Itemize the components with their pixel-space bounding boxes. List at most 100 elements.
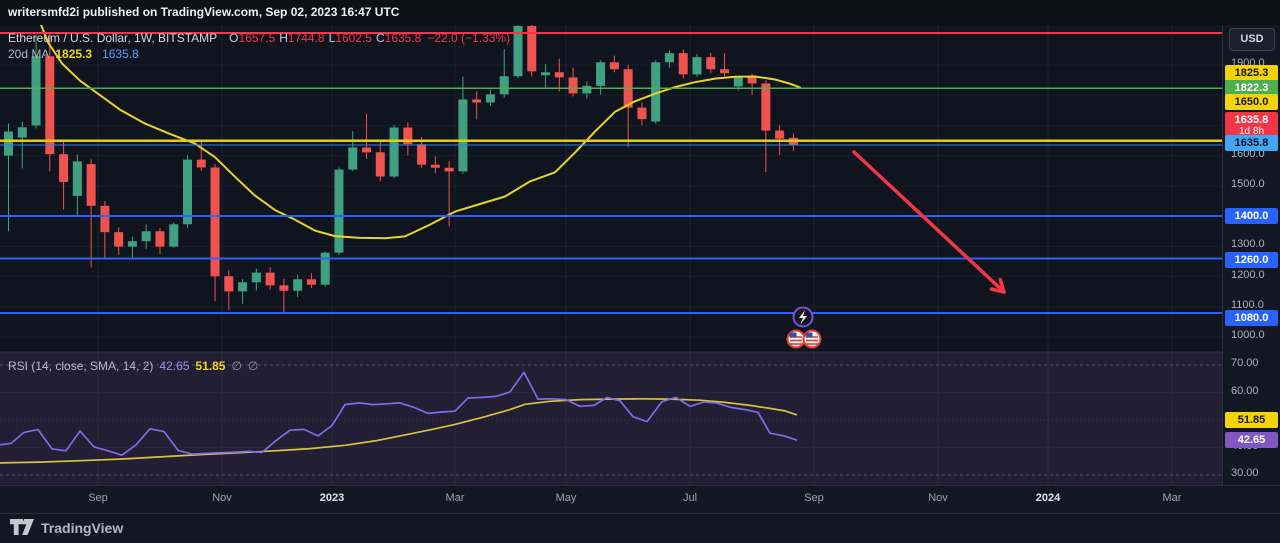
candle-body (348, 147, 358, 170)
candle-body (279, 285, 289, 291)
price-badge: 1080.0 (1225, 310, 1278, 326)
currency-button[interactable]: USD (1229, 28, 1275, 51)
candle-body (706, 57, 716, 70)
candle-body (72, 161, 82, 196)
price-tick-label: 1100.0 (1231, 299, 1264, 311)
flag-canton (789, 332, 797, 338)
price-axis[interactable]: USD 1900.0 1600.0 1500.0 1300.0 1200.0 1100.0… (1222, 25, 1280, 513)
rsi-value: 42.65 (159, 359, 190, 373)
candle-body (59, 154, 69, 182)
rsi-tick-label: 70.00 (1231, 357, 1259, 369)
candle-body (568, 77, 578, 94)
tradingview-logo-link[interactable]: TradingView (10, 519, 123, 536)
snapshot-header: writersmfd2i published on TradingView.co… (0, 0, 1280, 25)
red-arrow-head (998, 277, 1006, 294)
candle-body (485, 94, 495, 103)
time-tick-label: Mar (445, 492, 465, 504)
candle-body (458, 99, 468, 172)
symbol-title[interactable]: Ethereum / U.S. Dollar, 1W, BITSTAMP (8, 31, 218, 45)
open-value: 1657.5 (238, 31, 276, 45)
candle-body (293, 279, 303, 291)
change-value: −22.0 (−1.33%) (427, 31, 511, 45)
low-value: 1602.5 (335, 31, 372, 45)
price-badge: 1825.3 (1225, 65, 1278, 81)
candle-body (100, 205, 110, 233)
candle-body (582, 85, 592, 94)
candle-body (4, 131, 13, 156)
time-tick-label: Nov (928, 492, 948, 504)
close-label: C (375, 31, 385, 45)
candle-body (747, 76, 757, 84)
candle-body (114, 232, 124, 247)
candle-body (251, 272, 261, 283)
candle-body (375, 152, 385, 177)
candle-body (733, 76, 743, 87)
candle-body (169, 224, 179, 247)
price-tick-label: 1200.0 (1231, 269, 1265, 281)
time-tick-label: Sep (804, 492, 824, 504)
price-badge: 1260.0 (1225, 252, 1278, 268)
open-label: O (229, 31, 239, 45)
low-label: L (328, 31, 336, 45)
price-badge: 1635.8 (1225, 135, 1278, 151)
candle-body (720, 69, 730, 74)
candle-body (761, 83, 771, 131)
ma-second-value: 1635.8 (102, 47, 139, 61)
rsi-ma-value: 51.85 (195, 359, 226, 373)
time-tick-label: May (555, 492, 577, 504)
candle-body (417, 144, 427, 165)
countdown-text: 1d 8h (1238, 126, 1265, 137)
candle-body (692, 57, 702, 75)
price-tick-label: 1300.0 (1231, 238, 1265, 250)
time-tick-label: Mar (1162, 492, 1182, 504)
rsi-tick-label: 60.00 (1231, 385, 1259, 397)
lightning-bolt-glyph (799, 310, 807, 325)
candle-body (31, 56, 41, 126)
candle-body (472, 99, 482, 103)
rsi-line (0, 371, 798, 457)
candle-body (513, 26, 523, 77)
red-arrow (852, 150, 1006, 294)
rsi-band-value-1: ∅ (231, 359, 242, 373)
time-axis[interactable]: Sep Nov 2023 Mar May Jul Sep Nov 2024 Mar (0, 485, 1280, 513)
candle-body (389, 127, 399, 177)
candle-body (609, 62, 619, 70)
candle-body (430, 164, 440, 168)
candle-body (320, 252, 330, 285)
candle-body (499, 76, 509, 95)
price-tick-label: 1500.0 (1231, 178, 1265, 190)
red-arrow-head (989, 287, 1006, 294)
flag-canton (805, 332, 813, 338)
candle-body (775, 130, 785, 139)
price-badge: 1400.0 (1225, 208, 1278, 224)
candle-body (664, 53, 674, 63)
ma20-line (40, 25, 801, 240)
candle-body (362, 147, 372, 153)
candle-body (17, 127, 27, 138)
chart-canvas[interactable] (0, 25, 1222, 485)
rsi-pane-background (0, 352, 1222, 485)
price-tick-label: 1000.0 (1231, 329, 1265, 341)
high-value: 1744.8 (287, 31, 325, 45)
time-tick-label: 2024 (1035, 492, 1061, 504)
candle-body (155, 231, 165, 247)
candle-body (196, 159, 206, 168)
rsi-ma-line (0, 397, 798, 464)
candle-body (141, 231, 151, 242)
brand-text: TradingView (41, 519, 124, 536)
rsi-title[interactable]: RSI (14, close, SMA, 14, 2) (8, 359, 154, 373)
ma-indicator-label[interactable]: 20d MA (8, 47, 50, 61)
candle-body (651, 62, 661, 122)
time-tick-label: Jul (682, 492, 698, 504)
candle-body (444, 167, 454, 172)
candle-body (541, 72, 551, 76)
time-tick-label: Nov (212, 492, 232, 504)
candle-body (678, 53, 688, 75)
ma-value: 1825.3 (55, 47, 93, 61)
tradingview-logo-icon (10, 519, 34, 535)
symbol-legend: Ethereum / U.S. Dollar, 1W, BITSTAMP O165… (8, 30, 510, 62)
rsi-badge: 42.65 (1225, 432, 1278, 448)
high-label: H (279, 31, 288, 45)
rsi-tick-label: 30.00 (1231, 467, 1259, 479)
